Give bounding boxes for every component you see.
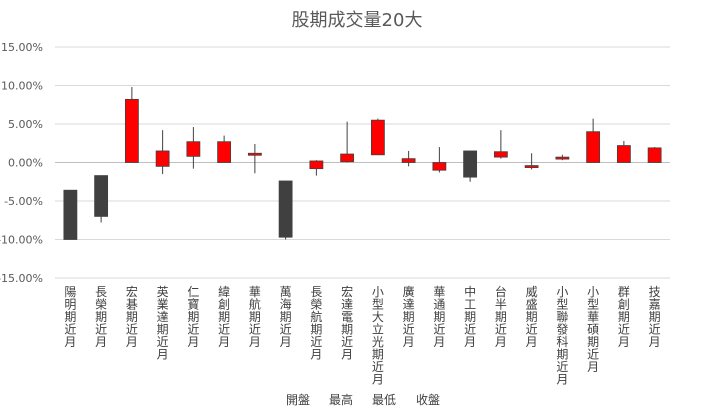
candle-body bbox=[493, 151, 508, 158]
candle bbox=[309, 160, 324, 176]
x-category-label: 長榮航期近月 bbox=[310, 285, 322, 362]
x-category-label: 宏達電期近月 bbox=[341, 284, 353, 362]
candle bbox=[94, 175, 109, 223]
candle bbox=[401, 150, 416, 167]
y-tick-label: -5.00% bbox=[4, 195, 43, 208]
candle-body bbox=[278, 180, 293, 238]
candle-body bbox=[370, 119, 385, 156]
y-tick-label: 5.00% bbox=[8, 118, 43, 131]
y-tick-label: -10.00% bbox=[0, 234, 43, 247]
candle-body bbox=[217, 141, 232, 163]
candle-body bbox=[63, 189, 78, 240]
candle bbox=[432, 147, 447, 173]
candle-body bbox=[155, 150, 170, 167]
candle bbox=[217, 135, 232, 163]
candle bbox=[463, 150, 478, 182]
candle bbox=[63, 189, 78, 240]
candle-body bbox=[555, 156, 570, 160]
legend-entry: 開盤 bbox=[286, 393, 310, 407]
candle-body bbox=[124, 98, 139, 163]
candle bbox=[586, 118, 601, 163]
x-category-label: 長榮期近月 bbox=[95, 285, 107, 349]
x-category-label: 仁寶期近月 bbox=[187, 285, 199, 349]
candle-body bbox=[432, 162, 447, 171]
x-category-label: 陽明期近月 bbox=[64, 285, 76, 349]
legend-entry: 最低 bbox=[372, 393, 396, 407]
x-category-label: 廣達期近月 bbox=[403, 285, 415, 349]
x-category-label: 英業達期近月 bbox=[157, 285, 169, 362]
y-tick-label: 10.00% bbox=[1, 80, 43, 93]
x-category-label: 小型華碩期近月 bbox=[587, 285, 599, 374]
x-category-label: 華航期近月 bbox=[249, 285, 261, 349]
x-category-label: 技嘉期近月 bbox=[649, 285, 661, 349]
candle-body bbox=[186, 141, 201, 157]
y-tick-label: 0.00% bbox=[8, 157, 43, 170]
x-category-label: 萬海期近月 bbox=[280, 285, 292, 349]
x-category-label: 威盛期近月 bbox=[526, 285, 538, 349]
x-category-label: 宏碁期近月 bbox=[126, 284, 138, 349]
candle bbox=[186, 127, 201, 169]
candle bbox=[555, 154, 570, 161]
candle bbox=[647, 147, 662, 163]
x-category-label: 華通期近月 bbox=[433, 285, 445, 349]
chart-title: 股期成交量20大 bbox=[292, 10, 423, 31]
candle-body bbox=[647, 147, 662, 163]
candle-body bbox=[401, 158, 416, 163]
y-tick-label: 15.00% bbox=[1, 41, 43, 54]
legend-entry: 收盤 bbox=[416, 393, 440, 407]
x-category-label: 緯創期近月 bbox=[218, 284, 230, 349]
candle-body bbox=[309, 160, 324, 170]
candle-body bbox=[247, 152, 262, 156]
candle bbox=[493, 130, 508, 159]
legend-entry: 最高 bbox=[329, 392, 353, 407]
x-category-label: 台半期近月 bbox=[495, 284, 507, 349]
candle-body bbox=[340, 153, 355, 163]
candle-body bbox=[616, 145, 631, 163]
candle-body bbox=[94, 175, 109, 217]
candle-body bbox=[586, 131, 601, 163]
candle-body bbox=[524, 165, 539, 168]
candle bbox=[247, 144, 262, 174]
candle bbox=[370, 118, 385, 156]
candle-body bbox=[463, 150, 478, 178]
candle bbox=[278, 180, 293, 240]
y-tick-label: -15.00% bbox=[0, 272, 43, 285]
candle bbox=[340, 121, 355, 163]
x-category-label: 小型大立光期近月 bbox=[372, 285, 384, 387]
candle bbox=[124, 87, 139, 163]
x-category-label: 中工期近月 bbox=[464, 284, 476, 349]
x-category-label: 群創期近月 bbox=[618, 285, 630, 349]
candle bbox=[524, 153, 539, 170]
x-category-label: 小型聯發科期近月 bbox=[556, 285, 568, 387]
candle bbox=[155, 130, 170, 175]
candle bbox=[616, 140, 631, 163]
